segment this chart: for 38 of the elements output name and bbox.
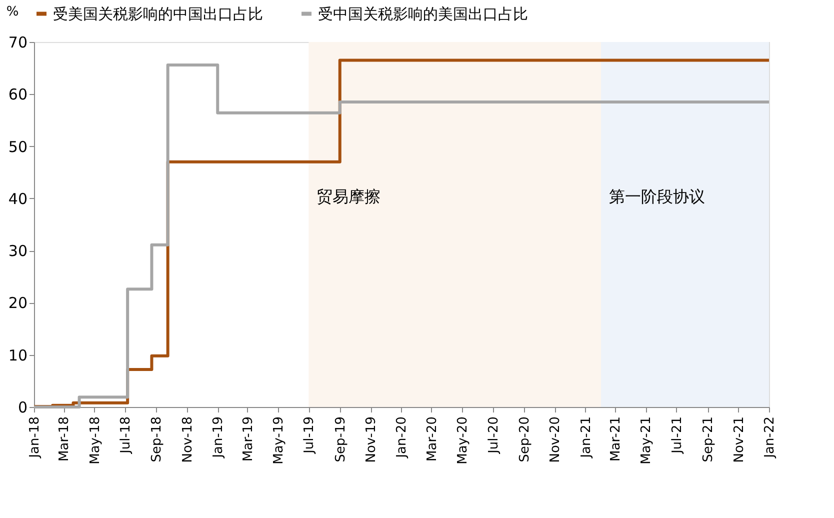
x-tick-label: Jan-20 (394, 416, 410, 459)
y-axis-title: % (6, 4, 19, 20)
y-tick-label: 0 (18, 398, 28, 416)
x-tick-label: Mar-21 (608, 416, 624, 462)
band-label: 贸易摩擦 (316, 187, 381, 206)
x-tick-label: Nov-18 (180, 416, 196, 463)
y-tick-label: 10 (8, 346, 28, 364)
x-tick-label: May-19 (271, 416, 286, 464)
x-tick-label: Nov-21 (732, 416, 747, 463)
x-tick-label: Nov-19 (364, 416, 380, 463)
y-tick-label: 70 (8, 34, 28, 52)
x-tick-label: Sep-21 (701, 416, 716, 462)
y-tick-label: 40 (8, 190, 28, 208)
x-tick-label: Jan-18 (28, 416, 42, 459)
y-tick-label: 60 (8, 86, 28, 104)
x-tick-label: Jul-19 (302, 416, 318, 454)
x-tick-label: Mar-19 (240, 416, 256, 462)
x-tick-label: May-20 (456, 416, 471, 464)
x-tick-label: Jan-21 (578, 416, 594, 459)
x-tick-label: Jul-21 (670, 416, 685, 454)
x-tick-label: Jul-18 (118, 416, 134, 454)
y-tick-label: 50 (8, 138, 28, 156)
x-tick-label: Sep-18 (150, 416, 165, 462)
y-tick-label: 30 (8, 242, 28, 260)
x-tick-label: Mar-20 (424, 416, 440, 462)
y-tick-label: 20 (8, 294, 28, 312)
legend-label: 受美国关税影响的中国出口占比 (53, 4, 263, 23)
x-tick-label: Sep-20 (518, 416, 532, 462)
x-tick-label: May-18 (88, 416, 103, 464)
x-tick-label: Mar-18 (57, 416, 72, 462)
legend-label: 受中国关税影响的美国出口占比 (318, 4, 528, 23)
x-tick-label: Nov-20 (548, 416, 564, 463)
x-tick-label: Sep-19 (333, 416, 348, 462)
band-label: 第一阶段协议 (608, 187, 705, 206)
x-tick-label: May-21 (639, 416, 654, 464)
x-tick-label: Jan-22 (762, 416, 778, 459)
x-tick-label: Jan-19 (211, 416, 226, 459)
x-tick-label: Jul-20 (486, 416, 502, 454)
